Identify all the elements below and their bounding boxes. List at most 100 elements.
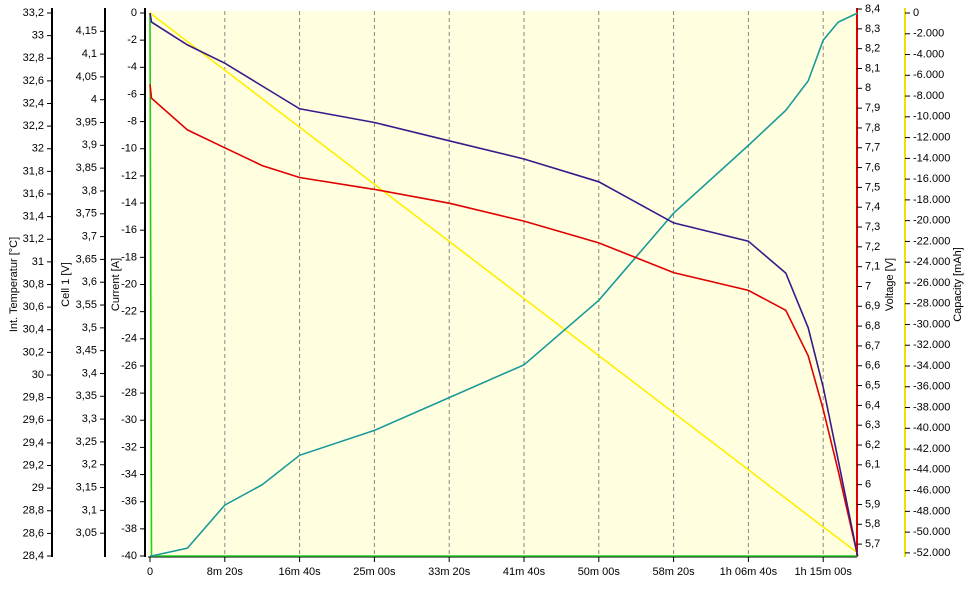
y-tick-label: 7 [865, 280, 871, 292]
y-tick-label: 6,4 [865, 399, 880, 411]
y-tick-label: -30 [121, 414, 137, 426]
y-tick-label: -12.000 [913, 131, 950, 143]
y-tick-label: 3,35 [76, 390, 97, 402]
y-tick-label: -48.000 [913, 505, 950, 517]
y-tick-label: -46.000 [913, 484, 950, 496]
y-tick-label: 8 [865, 82, 871, 94]
x-tick-label: 33m 20s [428, 566, 471, 578]
y-tick-label: 3,55 [76, 299, 97, 311]
y-tick-label: -14 [121, 197, 137, 209]
y-tick-label: -16.000 [913, 173, 950, 185]
y-tick-label: 3,5 [82, 322, 97, 334]
y-tick-label: 6,2 [865, 439, 880, 451]
y-tick-label: 7,5 [865, 181, 880, 193]
y-tick-label: -20.000 [913, 215, 950, 227]
y-tick-label: 3,9 [82, 139, 97, 151]
y-tick-label: 28,6 [23, 527, 44, 539]
y-tick-label: 0 [913, 7, 919, 19]
y-tick-label: 32,6 [23, 75, 44, 87]
y-tick-label: 3,6 [82, 276, 97, 288]
y-tick-label: -26 [121, 360, 137, 372]
y-tick-label: 30 [32, 369, 44, 381]
y-tick-label: 29,4 [23, 437, 44, 449]
x-tick-label: 50m 00s [578, 566, 621, 578]
y-tick-label: 7,3 [865, 221, 880, 233]
x-tick-label: 0 [147, 566, 153, 578]
y-tick-label: 3,7 [82, 230, 97, 242]
y-tick-label: 31 [32, 256, 44, 268]
y-tick-label: 6,8 [865, 320, 880, 332]
x-tick-label: 16m 40s [278, 566, 321, 578]
y-tick-label: 30,6 [23, 301, 44, 313]
y-tick-label: 7,8 [865, 122, 880, 134]
y-tick-label: 7,7 [865, 142, 880, 154]
y-tick-label: 31,6 [23, 188, 44, 200]
axis-title: Int. Temperatur [°C] [8, 237, 20, 332]
y-tick-label: 29,8 [23, 392, 44, 404]
y-tick-label: -32.000 [913, 339, 950, 351]
y-tick-label: -4.000 [913, 48, 944, 60]
y-tick-label: -22.000 [913, 235, 950, 247]
y-tick-label: -36 [121, 496, 137, 508]
x-tick-label: 58m 20s [652, 566, 695, 578]
y-tick-label: -26.000 [913, 277, 950, 289]
y-tick-label: 3,95 [76, 116, 97, 128]
y-tick-label: -12 [121, 170, 137, 182]
y-tick-label: 8,1 [865, 62, 880, 74]
y-tick-label: 32 [32, 143, 44, 155]
x-tick-label: 25m 00s [353, 566, 396, 578]
y-tick-label: -16 [121, 224, 137, 236]
y-tick-label: 28,4 [23, 550, 44, 562]
y-tick-label: -4 [127, 61, 137, 73]
y-tick-label: 4,15 [76, 25, 97, 37]
y-tick-label: -30.000 [913, 318, 950, 330]
y-tick-label: 6 [865, 479, 871, 491]
y-tick-label: 3,85 [76, 162, 97, 174]
series-line [149, 12, 858, 557]
y-tick-label: -2.000 [913, 28, 944, 40]
y-tick-label: 5,8 [865, 518, 880, 530]
y-tick-label: 3,05 [76, 527, 97, 539]
y-tick-label: -36.000 [913, 381, 950, 393]
y-tick-label: -8 [127, 116, 137, 128]
y-tick-label: -8.000 [913, 90, 944, 102]
y-tick-label: 31,4 [23, 211, 44, 223]
y-tick-label: -6.000 [913, 69, 944, 81]
y-tick-label: 5,7 [865, 538, 880, 550]
y-tick-label: 7,1 [865, 261, 880, 273]
y-tick-label: 3,15 [76, 481, 97, 493]
y-tick-label: 29,6 [23, 414, 44, 426]
y-tick-label: 3,4 [82, 367, 97, 379]
x-tick-label: 8m 20s [207, 566, 244, 578]
y-tick-label: 31,8 [23, 165, 44, 177]
y-tick-label: -22 [121, 306, 137, 318]
y-tick-label: 3,8 [82, 185, 97, 197]
y-tick-label: -20 [121, 278, 137, 290]
y-tick-label: 6,7 [865, 340, 880, 352]
y-tick-label: 29 [32, 482, 44, 494]
y-tick-label: 31,2 [23, 233, 44, 245]
y-tick-label: -28.000 [913, 298, 950, 310]
y-tick-label: 32,2 [23, 120, 44, 132]
y-tick-label: -50.000 [913, 526, 950, 538]
y-tick-label: -32 [121, 441, 137, 453]
y-tick-label: -42.000 [913, 443, 950, 455]
y-tick-label: 4,1 [82, 48, 97, 60]
axis-title: Capacity [mAh] [952, 247, 964, 322]
y-tick-label: 6,3 [865, 419, 880, 431]
series-line [149, 84, 859, 557]
y-tick-label: 6,5 [865, 379, 880, 391]
y-tick-label: 3,75 [76, 208, 97, 220]
y-tick-label: 33,2 [23, 7, 44, 19]
y-tick-label: 7,6 [865, 161, 880, 173]
y-tick-label: -40.000 [913, 422, 950, 434]
y-tick-label: 28,8 [23, 505, 44, 517]
y-tick-label: -34 [121, 468, 137, 480]
y-tick-label: 3,3 [82, 413, 97, 425]
y-tick-label: 30,4 [23, 324, 44, 336]
y-tick-label: 8,3 [865, 23, 880, 35]
y-tick-label: 8,4 [865, 3, 880, 15]
y-tick-label: -10.000 [913, 111, 950, 123]
x-tick-label: 1h 06m 40s [720, 566, 778, 578]
